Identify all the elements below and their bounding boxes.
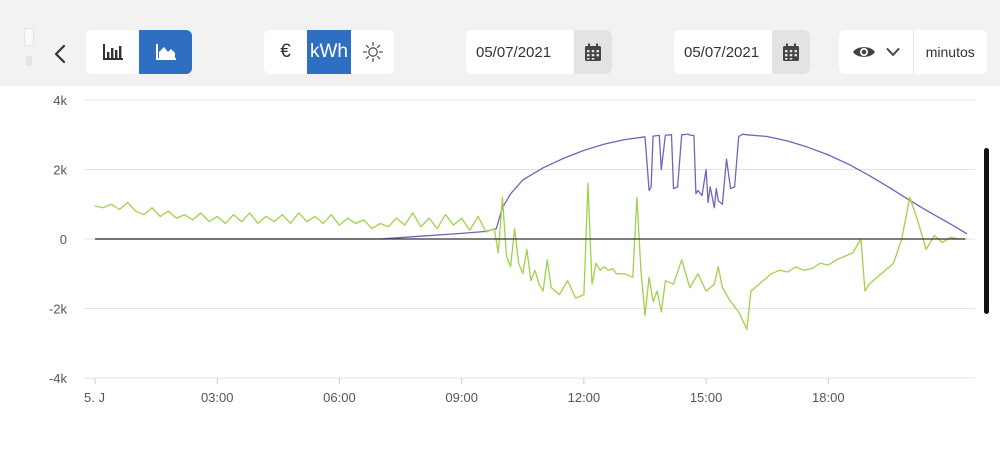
y-tick-label: -2k — [49, 302, 68, 317]
area-chart-icon — [155, 44, 176, 60]
resolution-label: minutos — [925, 44, 975, 60]
x-tick-label: 12:00 — [568, 390, 601, 405]
x-axis-labels: 5. J 03:00 06:00 09:00 12:00 15:00 18:00 — [84, 390, 845, 405]
date-to-calendar-button[interactable] — [772, 30, 810, 74]
view-options: minutos — [839, 30, 987, 74]
x-tick-label: 09:00 — [445, 390, 478, 405]
production-series-line — [95, 133, 968, 240]
y-tick-label: 4k — [53, 93, 67, 108]
euro-unit-button[interactable]: € — [264, 30, 307, 74]
kwh-unit-button[interactable]: kWh — [307, 30, 351, 74]
date-from-calendar-button[interactable] — [574, 30, 612, 74]
y-tick-label: 0 — [60, 232, 67, 247]
sun-icon — [362, 41, 383, 63]
scrollbar-thumb[interactable] — [984, 148, 989, 314]
chart-type-toggle — [86, 30, 192, 74]
x-tick-label: 03:00 — [201, 390, 234, 405]
toolbar: € kWh 05/07/2021 — [0, 0, 1000, 86]
solar-unit-button[interactable] — [351, 30, 394, 74]
series-visibility-dropdown[interactable] — [839, 30, 914, 74]
unit-toggle: € kWh — [264, 30, 394, 74]
x-tick-label: 5. J — [84, 390, 105, 405]
kwh-unit-label: kWh — [310, 41, 348, 62]
plug-icon — [26, 56, 32, 66]
back-button[interactable] — [48, 40, 72, 68]
area-chart-button[interactable] — [139, 30, 192, 74]
eye-icon — [852, 47, 875, 57]
y-tick-label: -4k — [49, 371, 68, 386]
y-tick-label: 2k — [53, 163, 67, 178]
date-to-picker: 05/07/2021 — [674, 30, 810, 74]
euro-unit-label: € — [280, 41, 291, 62]
date-from-input[interactable]: 05/07/2021 — [476, 43, 552, 61]
x-tick-label: 15:00 — [690, 390, 723, 405]
chevron-down-icon — [886, 48, 900, 56]
calendar-icon — [783, 43, 799, 61]
battery-icon — [24, 28, 34, 46]
calendar-icon — [585, 43, 601, 61]
bar-chart-button[interactable] — [86, 30, 139, 74]
date-to-input[interactable]: 05/07/2021 — [684, 43, 760, 61]
chart-series — [94, 133, 968, 330]
bar-chart-icon — [102, 44, 123, 60]
side-panel-handle[interactable] — [20, 26, 36, 70]
resolution-button[interactable]: minutos — [914, 30, 988, 74]
y-axis-labels: 4k 2k 0 -2k -4k — [49, 93, 68, 386]
grid-balance-series-line — [94, 182, 967, 330]
chart-grid — [84, 99, 975, 384]
chevron-left-icon — [54, 44, 66, 64]
energy-chart: 4k 2k 0 -2k -4k 5. J 03:00 06:00 09:00 12:00 15:0… — [49, 93, 975, 405]
date-from-picker: 05/07/2021 — [466, 30, 612, 74]
x-tick-label: 18:00 — [812, 390, 845, 405]
x-tick-label: 06:00 — [323, 390, 356, 405]
